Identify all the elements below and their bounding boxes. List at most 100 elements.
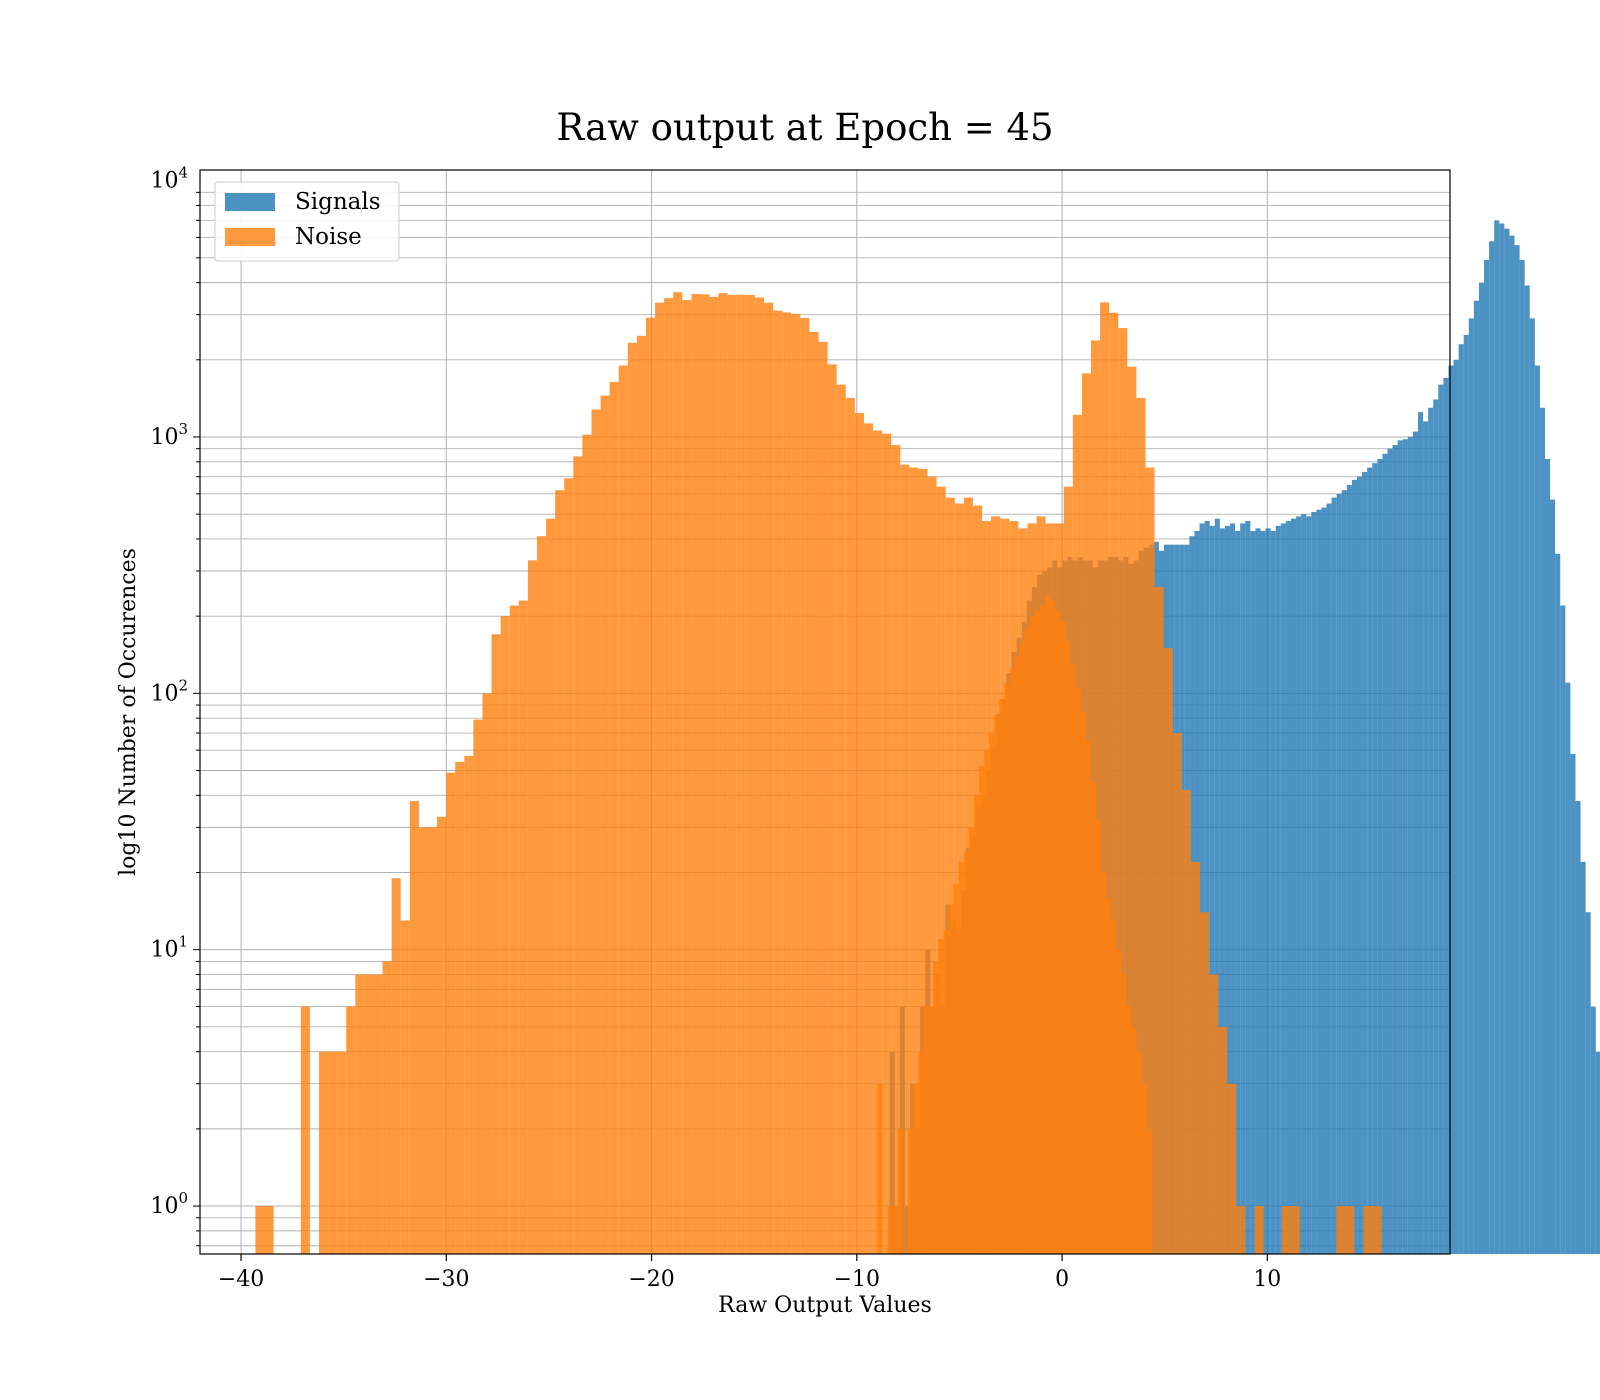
histogram-bar bbox=[1230, 523, 1236, 1254]
x-tick-label: −20 bbox=[628, 1267, 674, 1292]
histogram-bar bbox=[609, 381, 619, 1254]
histogram-bar bbox=[1181, 789, 1191, 1254]
plot-frame bbox=[199, 169, 1451, 1255]
histogram-bar bbox=[482, 693, 492, 1254]
histogram-bar bbox=[1463, 334, 1469, 1254]
series-3-bars bbox=[877, 595, 1152, 1254]
histogram-bar bbox=[989, 733, 995, 1254]
histogram-bar bbox=[1146, 1128, 1152, 1254]
histogram-bar bbox=[1172, 733, 1182, 1254]
histogram-bar bbox=[978, 766, 985, 1254]
histogram-bar bbox=[1109, 312, 1119, 1255]
histogram-bar bbox=[1227, 1083, 1237, 1254]
histogram-bar bbox=[1423, 421, 1429, 1254]
histogram-bar bbox=[1014, 655, 1020, 1254]
histogram-bar bbox=[1575, 801, 1581, 1254]
histogram-bar bbox=[1055, 610, 1061, 1254]
histogram-bar bbox=[1285, 521, 1291, 1254]
y-axis-ticks: 100 101 102 103 104 bbox=[150, 164, 200, 1247]
histogram-bar bbox=[527, 560, 537, 1254]
histogram-bar bbox=[1275, 525, 1281, 1254]
histogram-bar bbox=[917, 1051, 924, 1254]
histogram-bar bbox=[1034, 610, 1040, 1254]
histogram-bar bbox=[1544, 459, 1551, 1255]
histogram-bar bbox=[1290, 1206, 1300, 1254]
histogram-bar bbox=[1270, 530, 1276, 1254]
histogram-bar bbox=[1254, 1206, 1264, 1254]
histogram-bar bbox=[337, 1051, 347, 1254]
histogram-bar bbox=[618, 365, 628, 1254]
histogram-bar bbox=[891, 445, 901, 1254]
histogram-bar bbox=[1458, 344, 1464, 1254]
histogram-bar bbox=[863, 423, 874, 1254]
histogram-bar bbox=[364, 974, 374, 1254]
histogram-bar bbox=[446, 772, 456, 1254]
histogram-bar bbox=[1499, 223, 1505, 1254]
histogram-bar bbox=[892, 1206, 898, 1254]
histogram-bar bbox=[1504, 228, 1510, 1254]
histogram-bar bbox=[1070, 664, 1076, 1254]
histogram-bar bbox=[1200, 912, 1210, 1254]
y-tick-label: 102 bbox=[150, 676, 188, 706]
histogram-bar bbox=[1090, 782, 1096, 1254]
histogram-bar bbox=[391, 878, 401, 1254]
legend-swatch-noise bbox=[225, 228, 275, 246]
histogram-bar bbox=[897, 1128, 903, 1254]
histogram-bar bbox=[1311, 511, 1317, 1254]
histogram-bar bbox=[1555, 553, 1561, 1254]
histogram-bar bbox=[1209, 525, 1215, 1254]
histogram-bar bbox=[782, 312, 792, 1254]
histogram-bar bbox=[591, 409, 601, 1254]
histogram-bar bbox=[1218, 1026, 1228, 1254]
histogram-bar bbox=[564, 478, 574, 1254]
histogram-bar bbox=[912, 1083, 918, 1254]
histogram-bar bbox=[928, 1006, 934, 1254]
histogram-bar bbox=[373, 974, 383, 1254]
histogram-bar bbox=[264, 1206, 274, 1254]
x-tick-label: −30 bbox=[423, 1267, 469, 1292]
histogram-bar bbox=[1362, 472, 1368, 1255]
histogram-bar bbox=[887, 1206, 893, 1254]
histogram-bar bbox=[968, 827, 974, 1254]
histogram-bar bbox=[1265, 528, 1271, 1254]
histogram-bar bbox=[1024, 627, 1030, 1254]
histogram-bar bbox=[691, 294, 701, 1255]
histogram-bar bbox=[1080, 711, 1086, 1254]
histogram-bar bbox=[1331, 497, 1337, 1254]
histogram-bar bbox=[900, 464, 910, 1255]
histogram-bar bbox=[1209, 974, 1219, 1254]
histogram-bar bbox=[1417, 412, 1424, 1254]
histogram-bar bbox=[854, 413, 864, 1255]
x-tick-label: 10 bbox=[1253, 1267, 1281, 1292]
histogram-bar bbox=[958, 861, 964, 1254]
histogram-bar bbox=[1346, 484, 1352, 1254]
y-tick-label: 100 bbox=[150, 1189, 188, 1219]
histogram-bar bbox=[1214, 518, 1220, 1254]
histogram-bar bbox=[818, 341, 828, 1254]
histogram-bar bbox=[1529, 318, 1535, 1254]
histogram-bar bbox=[1224, 525, 1231, 1254]
histogram-bar bbox=[1595, 1051, 1600, 1254]
histogram-bar bbox=[1100, 872, 1106, 1254]
histogram-bar bbox=[1111, 920, 1117, 1254]
histogram-bar bbox=[918, 468, 928, 1254]
histogram-bar bbox=[1363, 1206, 1373, 1254]
histogram-bar bbox=[1145, 467, 1155, 1255]
histogram-bar bbox=[943, 929, 949, 1254]
histogram-bar bbox=[1250, 530, 1256, 1254]
histogram-bar bbox=[473, 719, 483, 1254]
histogram-bar bbox=[994, 715, 1000, 1254]
histogram-bar bbox=[1402, 439, 1408, 1254]
histogram-bar bbox=[1489, 241, 1495, 1254]
histogram-bar bbox=[754, 297, 765, 1254]
legend: Signals Noise bbox=[214, 181, 400, 262]
histogram-bar bbox=[682, 300, 692, 1254]
histogram-bar bbox=[973, 795, 979, 1254]
histogram-bar bbox=[791, 313, 801, 1254]
histogram-bar bbox=[437, 816, 447, 1254]
histogram-bar bbox=[1190, 861, 1200, 1254]
histogram-bar bbox=[409, 801, 419, 1254]
histogram-bar bbox=[536, 536, 547, 1254]
histogram-bar bbox=[1290, 518, 1297, 1254]
histogram-bar bbox=[1580, 861, 1586, 1254]
